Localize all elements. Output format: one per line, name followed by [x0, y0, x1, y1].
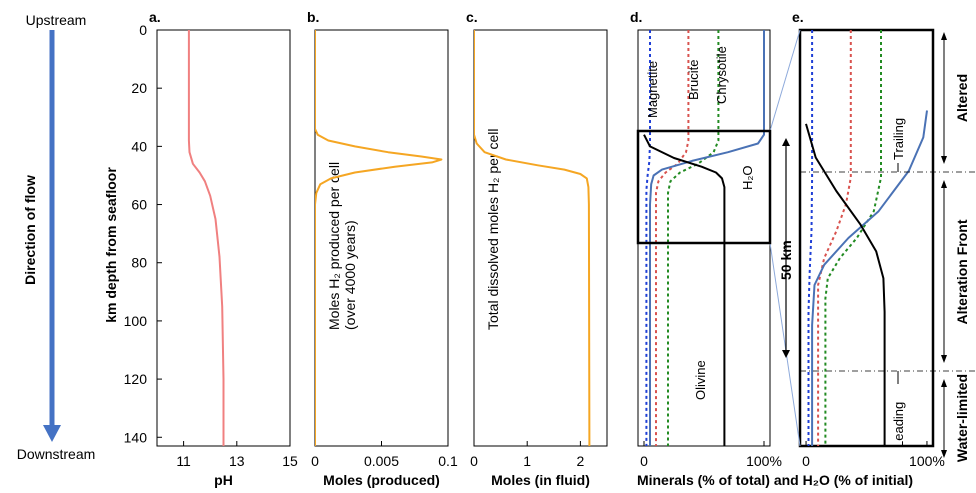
x-tick-label: 0: [802, 453, 810, 469]
series-magnetite: [807, 30, 814, 446]
zone-water-arrow-bottom: [941, 450, 947, 458]
panel-a: a. 11 13 15 pH: [149, 9, 298, 488]
scale-bar-label: 50 km: [778, 240, 794, 280]
downstream-label: Downstream: [17, 446, 96, 462]
panel-letter: c.: [466, 9, 478, 25]
y-tick-label: 60: [131, 197, 147, 213]
zone-altered-arrow-bottom: [941, 156, 947, 164]
x-tick-label: 0: [311, 453, 319, 469]
label-brucite: Brucite: [686, 60, 701, 100]
x-tick-label: 0: [470, 453, 478, 469]
label-magnetite: Magnetite: [645, 61, 660, 118]
series-brucite: [655, 30, 690, 446]
x-tick-label: 100%: [746, 453, 782, 469]
x-tick-label: 0.005: [364, 453, 399, 469]
series-line: [474, 30, 591, 446]
scale-bar-arrow-top: [782, 138, 790, 146]
flow-arrow-head: [43, 425, 61, 442]
series-ho: [811, 110, 928, 446]
panels: a. 11 13 15 pH b. 0 0.005 0.1 Moles (produced) Mol…: [149, 9, 945, 488]
inner-axis-label: Moles H₂ produced per cell: [326, 162, 342, 330]
series-brucite: [817, 30, 852, 446]
zone-water-label: Water-limited: [954, 374, 970, 462]
inner-axis-label: Total dissolved moles H₂ per cell: [485, 128, 501, 330]
x-axis-label: Moles (in fluid): [491, 472, 590, 488]
x-tick-label: 15: [282, 453, 298, 469]
trailing-label: Trailing: [891, 118, 906, 160]
label-chrysotile: Chrysotile: [714, 46, 729, 104]
panel-e: e. 0 100%: [792, 9, 945, 469]
panel-c: c. 0 1 2 Moles (in fluid) Total dissolved mol…: [466, 9, 608, 488]
upstream-label: Upstream: [26, 12, 87, 28]
x-tick-label: 100%: [909, 453, 945, 469]
flow-axis-label: Direction of flow: [22, 175, 38, 285]
y-tick-label: 40: [131, 138, 147, 154]
zone-altered-arrow-top: [941, 32, 947, 40]
x-tick-label: 2: [577, 453, 585, 469]
zoom-connector-top: [769, 29, 801, 132]
x-tick-label: 0: [640, 453, 648, 469]
y-tick-label: 120: [124, 371, 148, 387]
x-axis-label: pH: [214, 472, 233, 488]
x-tick-label: 0.1: [438, 453, 458, 469]
zone-water-arrow-top: [941, 379, 947, 387]
series-magnetite: [645, 30, 651, 446]
label-olivine: Olivine: [693, 360, 708, 400]
y-tick-label: 20: [131, 80, 147, 96]
series-olivine: [805, 123, 886, 446]
series-line: [315, 30, 443, 446]
y-tick-label: 80: [131, 255, 147, 271]
panel-letter: e.: [792, 9, 804, 25]
zone-altered-label: Altered: [954, 74, 970, 122]
leading-label: Leading: [891, 402, 906, 448]
scale-bar-arrow-bottom: [782, 350, 790, 358]
panel-frame: [798, 28, 935, 448]
y-axis-label: km depth from seafloor: [103, 167, 119, 323]
x-tick-label: 11: [176, 453, 191, 469]
zone-front-arrow-bottom: [941, 355, 947, 363]
series-line: [187, 30, 225, 446]
y-tick-label: 100: [124, 313, 148, 329]
label-h2o: H₂O: [740, 165, 755, 190]
zoom-box: [636, 129, 772, 245]
zone-front-label: Alteration Front: [954, 219, 970, 324]
y-tick-label: 0: [139, 22, 147, 38]
series-olivine: [643, 134, 726, 446]
x-tick-label: 1: [523, 453, 531, 469]
panel-letter: d.: [630, 9, 642, 25]
panel-frame: [473, 29, 608, 447]
panel-b: b. 0 0.005 0.1 Moles (produced) Moles H₂ prod…: [307, 9, 458, 488]
x-tick-label: 13: [229, 453, 245, 469]
zone-front-arrow-top: [941, 180, 947, 188]
zoom-connector-bottom: [769, 242, 801, 447]
inner-axis-label: (over 4000 years): [342, 220, 358, 330]
y-tick-label: 140: [124, 429, 148, 445]
x-axis-label: Moles (produced): [323, 472, 440, 488]
series-chrysotile: [667, 30, 720, 446]
panel-letter: b.: [307, 9, 319, 25]
panel-letter: a.: [149, 9, 161, 25]
shared-x-label: Minerals (% of total) and H₂O (% of init…: [637, 472, 913, 488]
y-tick-labels: 0 20 40 60 80 100 120 140: [124, 22, 162, 445]
series-ho: [649, 30, 765, 446]
